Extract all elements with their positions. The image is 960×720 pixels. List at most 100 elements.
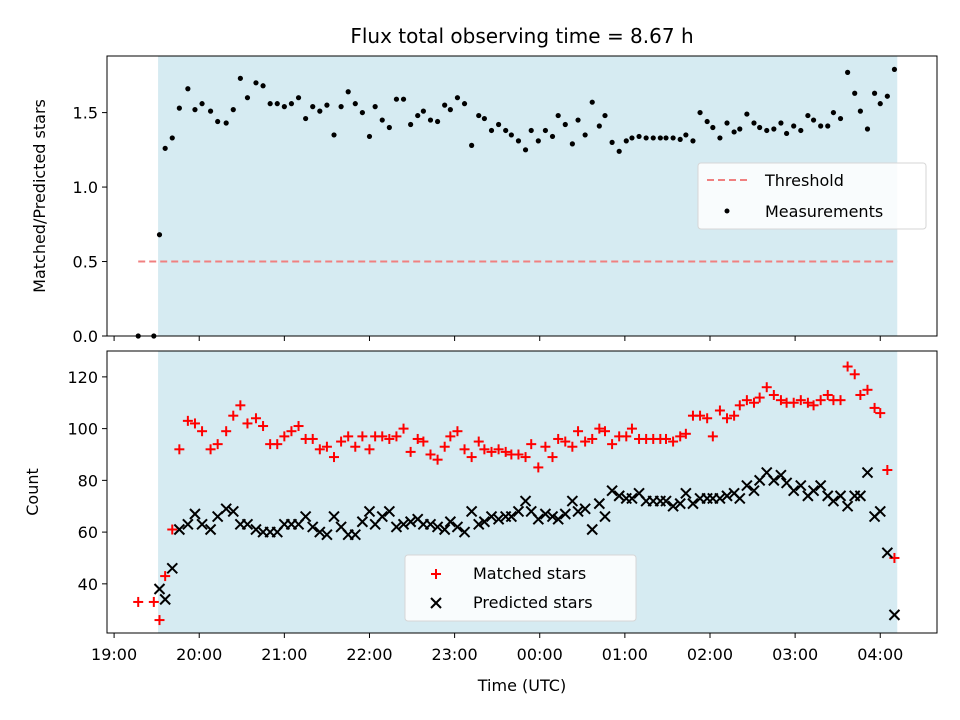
matched-point (182, 415, 193, 426)
matched-point (314, 444, 325, 455)
predicted-point (539, 508, 552, 520)
matched-point (533, 462, 544, 473)
measurement-point (207, 108, 214, 114)
measurement-point (420, 108, 426, 114)
measurement-point (837, 115, 844, 122)
predicted-point (376, 510, 388, 523)
x-tick-label: 22:00 (346, 645, 392, 664)
x-tick-label: 23:00 (432, 645, 478, 664)
matched-point (729, 410, 740, 421)
x-tick-label: 19:00 (91, 645, 137, 664)
measurement-point (274, 101, 280, 107)
measurement-point (366, 133, 373, 140)
matched-point (587, 433, 598, 444)
predicted-point (404, 516, 417, 528)
matched-point (235, 400, 246, 411)
matched-point (661, 433, 672, 444)
measurement-point (156, 232, 163, 238)
matched-point (412, 433, 423, 444)
matched-point (160, 571, 171, 582)
measurement-point (670, 135, 676, 141)
matched-point (540, 441, 551, 452)
matched-point (174, 444, 185, 455)
measurement-point (771, 126, 777, 132)
matched-point (398, 423, 409, 434)
x-tick-label: 20:00 (176, 645, 222, 664)
predicted-point (807, 484, 820, 497)
measurement-point (400, 96, 407, 102)
predicted-point (159, 593, 171, 606)
predicted-point (579, 503, 591, 515)
predicted-point (593, 497, 606, 510)
matched-point (329, 452, 340, 463)
measurement-point (415, 112, 421, 119)
predicted-point (861, 466, 874, 479)
predicted-point (328, 510, 340, 523)
measurement-point (864, 126, 871, 132)
x-tick-label: 01:00 (602, 645, 648, 664)
predicted-point (173, 523, 186, 536)
predicted-point (566, 495, 579, 507)
matched-point (869, 402, 880, 413)
matched-point (418, 436, 429, 447)
predicted-point (572, 505, 584, 518)
matched-point (391, 431, 402, 442)
measurement-point (324, 102, 330, 108)
count-legend-box (404, 554, 637, 622)
matched-point (205, 444, 216, 455)
measurement-point (562, 121, 568, 128)
matched-point (473, 436, 484, 447)
matched-point (384, 433, 395, 444)
measurement-point (469, 142, 475, 148)
ratio-legend: Threshold Measurements (697, 162, 927, 230)
x-tick-label: 03:00 (772, 645, 818, 664)
predicted-point (834, 490, 847, 502)
measurement-point (569, 141, 575, 147)
count-y-tick-label: 120 (67, 368, 98, 387)
predicted-point (431, 521, 444, 533)
predicted-point (734, 492, 746, 505)
measurement-point (710, 124, 716, 131)
matched-point (680, 428, 691, 439)
count-y-tick-label: 80 (78, 471, 98, 490)
matched-point (425, 449, 436, 460)
measurement-point (764, 127, 770, 134)
predicted-point (546, 510, 559, 523)
measurement-point (683, 132, 689, 138)
measurement-point (852, 90, 858, 96)
measurement-point (461, 101, 468, 107)
x-tick-label: 21:00 (261, 645, 307, 664)
legend-measurements-label: Measurements (765, 202, 883, 221)
ratio-legend-box (697, 162, 927, 230)
measurement-point (244, 95, 251, 101)
predicted-point (888, 609, 901, 621)
predicted-point (166, 562, 178, 575)
matched-point (768, 389, 779, 400)
matched-point (547, 452, 558, 463)
matched-point (835, 395, 846, 406)
predicted-point (356, 516, 369, 528)
measurement-point (884, 93, 890, 99)
predicted-point (881, 547, 894, 559)
measurement-point (663, 135, 669, 141)
matched-point (321, 441, 332, 452)
legend-threshold-label: Threshold (764, 171, 844, 190)
matched-point (621, 431, 632, 442)
predicted-point (674, 497, 686, 510)
ratio-y-tick-label: 0.0 (73, 327, 98, 346)
measurement-point (810, 117, 817, 123)
matched-point (702, 413, 713, 424)
predicted-point (204, 523, 217, 536)
count-y-tick-label: 100 (67, 420, 98, 439)
matched-point (741, 395, 752, 406)
matched-point (272, 439, 283, 450)
matched-point (553, 433, 564, 444)
predicted-point (532, 513, 545, 525)
x-tick-label: 04:00 (857, 645, 903, 664)
predicted-point (363, 505, 376, 518)
measurement-point (549, 133, 556, 140)
predicted-point (397, 518, 410, 531)
matched-point (802, 397, 813, 408)
measurement-point (237, 75, 243, 81)
legend-predicted-label: Predicted stars (473, 593, 593, 612)
